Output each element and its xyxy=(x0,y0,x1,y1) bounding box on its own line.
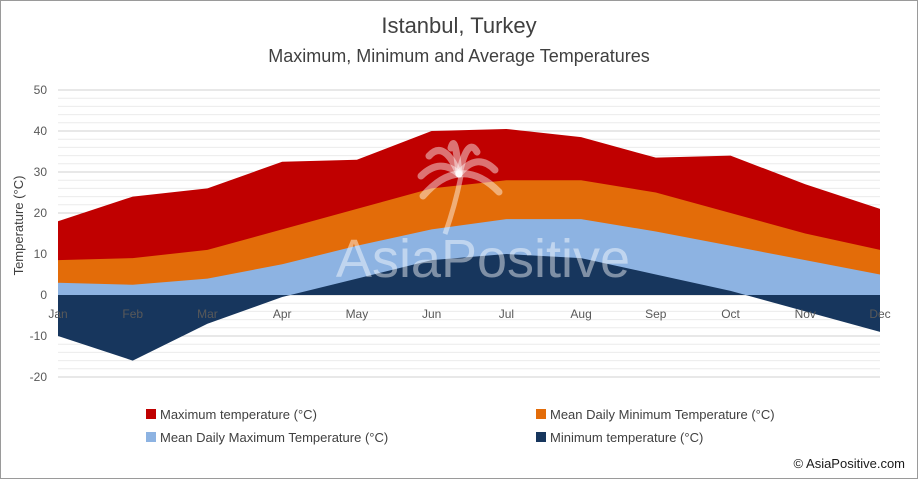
y-tick-label: 20 xyxy=(34,206,48,220)
series-areas xyxy=(58,128,880,361)
y-tick-label: 40 xyxy=(34,124,48,138)
y-tick-label: -10 xyxy=(30,329,48,343)
x-tick-label: Mar xyxy=(197,307,218,321)
legend-swatch xyxy=(146,409,156,419)
legend-swatch xyxy=(536,432,546,442)
x-tick-label: May xyxy=(346,307,369,321)
x-tick-label: Sep xyxy=(645,307,667,321)
palm-frond xyxy=(455,170,503,196)
legend-label: Minimum temperature (°C) xyxy=(550,430,703,445)
palm-frond xyxy=(419,170,463,200)
x-tick-label: Oct xyxy=(721,307,740,321)
palm-frond xyxy=(455,143,481,178)
copyright-text: © AsiaPositive.com xyxy=(794,456,905,471)
palm-frond xyxy=(447,140,463,178)
x-tick-label: Aug xyxy=(570,307,591,321)
legend-swatch xyxy=(536,409,546,419)
y-axis-tick-labels: -20 -10 0 10 20 30 40 50 xyxy=(30,83,48,384)
watermark-text: AsiaPositive xyxy=(336,229,630,289)
x-tick-label: Jul xyxy=(499,307,514,321)
palm-frond xyxy=(417,162,463,180)
legend-label: Maximum temperature (°C) xyxy=(160,407,317,422)
legend-swatch xyxy=(146,432,156,442)
y-tick-label: -20 xyxy=(30,370,48,384)
y-tick-label: 10 xyxy=(34,247,48,261)
palm-frond xyxy=(455,158,499,178)
palm-tree-logo-icon xyxy=(417,140,503,235)
palm-frond xyxy=(425,147,463,178)
x-tick-label: Jan xyxy=(48,307,67,321)
palm-trunk xyxy=(442,175,464,235)
x-tick-label: Apr xyxy=(273,307,292,321)
x-tick-label: Dec xyxy=(869,307,890,321)
y-axis-label: Temperature (°C) xyxy=(11,176,26,276)
x-axis-tick-labels: Jan Feb Mar Apr May Jun Jul Aug Sep Oct Nov Dec xyxy=(48,307,890,321)
series-area-4 xyxy=(58,254,880,361)
x-tick-label: Nov xyxy=(795,307,816,321)
legend-label: Mean Daily Maximum Temperature (°C) xyxy=(160,430,388,445)
y-tick-label: 50 xyxy=(34,83,48,97)
chart-subtitle: Maximum, Minimum and Average Temperature… xyxy=(268,46,650,66)
watermark: AsiaPositive xyxy=(336,140,630,289)
legend: Maximum temperature (°C) Mean Daily Minim… xyxy=(146,407,775,445)
legend-label: Mean Daily Minimum Temperature (°C) xyxy=(550,407,775,422)
x-tick-label: Jun xyxy=(422,307,441,321)
y-tick-label: 0 xyxy=(40,288,47,302)
y-tick-label: 30 xyxy=(34,165,48,179)
x-tick-label: Feb xyxy=(122,307,143,321)
chart-title: Istanbul, Turkey xyxy=(381,13,536,38)
